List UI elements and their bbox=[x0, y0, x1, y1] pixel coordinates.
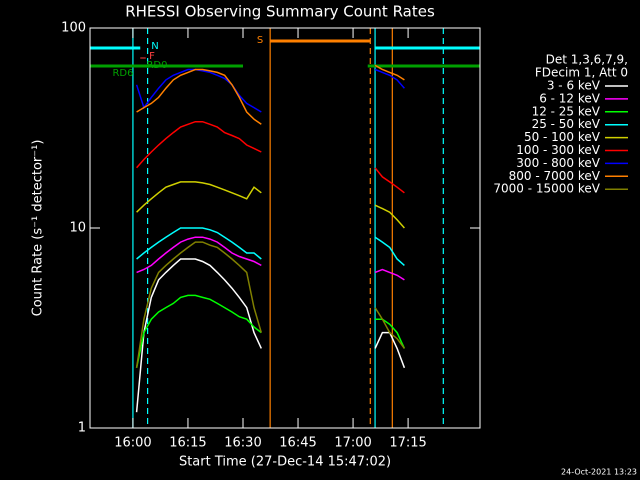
plot-frame bbox=[89, 27, 481, 429]
legend-label: 800 - 7000 keV bbox=[509, 169, 601, 183]
legend-header: Det 1,3,6,7,9, bbox=[546, 53, 628, 67]
x-tick-label: 16:30 bbox=[224, 436, 261, 451]
chart-title: RHESSI Observing Summary Count Rates bbox=[125, 3, 435, 21]
series-line bbox=[136, 181, 405, 229]
series-line bbox=[136, 64, 405, 125]
flag-label: N bbox=[151, 41, 158, 52]
series-line bbox=[136, 227, 405, 266]
x-tick-label: 16:45 bbox=[279, 436, 316, 451]
y-tick-label: 100 bbox=[61, 21, 86, 36]
x-tick-label: 17:15 bbox=[389, 436, 426, 451]
legend-header: FDecim 1, Att 0 bbox=[535, 66, 628, 80]
legend-label: 300 - 800 keV bbox=[516, 156, 600, 170]
series-line bbox=[135, 241, 406, 368]
flag-label: F bbox=[149, 51, 155, 62]
legend-label: 50 - 100 keV bbox=[524, 130, 601, 144]
legend-label: 100 - 300 keV bbox=[516, 143, 600, 157]
x-tick-label: 16:15 bbox=[169, 436, 206, 451]
y-axis-label: Count Rate (s⁻¹ detector⁻¹) bbox=[31, 140, 46, 317]
x-axis-label: Start Time (27-Dec-14 15:47:02) bbox=[179, 455, 391, 470]
y-tick-label: 1 bbox=[78, 421, 86, 436]
y-tick-label: 10 bbox=[69, 221, 86, 236]
legend-label: 7000 - 15000 keV bbox=[493, 182, 600, 196]
flag-label: S bbox=[257, 35, 263, 46]
x-tick-label: 17:00 bbox=[334, 436, 371, 451]
footer: 24-Oct-2021 13:23 bbox=[561, 468, 637, 477]
legend-label: 25 - 50 keV bbox=[532, 117, 601, 131]
flag-label: RD6 bbox=[112, 68, 133, 79]
series-line bbox=[136, 236, 405, 281]
legend-label: 12 - 25 keV bbox=[532, 104, 601, 118]
x-tick-label: 16:00 bbox=[114, 436, 151, 451]
legend-label: 6 - 12 keV bbox=[539, 91, 601, 105]
series-line bbox=[135, 294, 406, 368]
series-line bbox=[136, 120, 405, 194]
legend-label: 3 - 6 keV bbox=[547, 79, 601, 93]
